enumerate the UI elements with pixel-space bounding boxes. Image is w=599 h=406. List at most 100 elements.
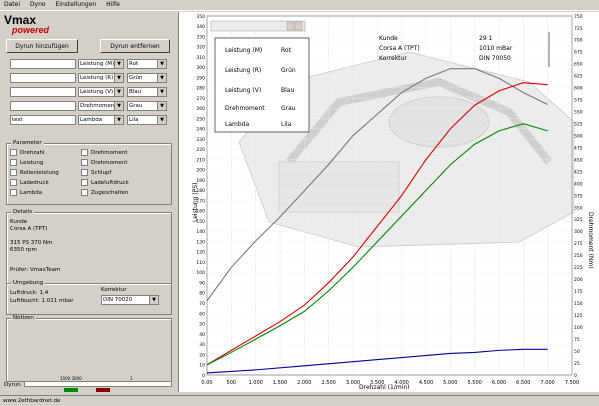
x-axis-label: Drehzahl (1/min) [359,384,410,391]
curve-color-value: Rot [129,61,139,67]
checkbox-icon[interactable] [81,189,88,196]
curve-name-input[interactable] [10,59,76,69]
curve-type-select[interactable]: Leistung (M) ▼ [78,59,124,69]
curve-name-input[interactable] [10,73,76,83]
param-checkbox[interactable]: Drehmoment [81,159,127,167]
x-tick-label: 3.500 [370,380,384,386]
y-right-tick-label: 375 [574,193,583,199]
param-checkbox[interactable]: Drehmoment [81,149,127,157]
dyrun-value: 1 [130,376,133,381]
y-left-tick-label: 130 [196,239,205,245]
curve-color-select[interactable]: Lila ▼ [127,115,167,125]
chevron-down-icon[interactable]: ▼ [114,60,123,68]
dyrun-marker-green[interactable] [64,388,78,392]
chevron-down-icon[interactable]: ▼ [149,296,158,304]
x-tick-label: 6.000 [492,380,506,386]
chevron-down-icon[interactable]: ▼ [157,60,166,68]
details-line: 315 PS 370 Nm [10,240,53,246]
torque-series [206,68,548,302]
status-bar: www.2ethbardnet.de [0,395,599,405]
curve-type-value: Drehmoment [80,103,117,109]
curve-name-input[interactable]: test [10,115,76,125]
parameter-group: Parameter Drehzahl Leistung Rollenleistu… [6,140,172,205]
curve-type-select[interactable]: Leistung (R) ▼ [78,73,124,83]
param-checkbox[interactable]: Schlupf [81,169,111,177]
y-left-tick-label: 150 [196,219,205,225]
x-tick-label: 4.500 [419,380,433,386]
correction-value: DIN 70020 [103,297,133,303]
x-tick-label: 1.000 [249,380,263,386]
param-checkbox[interactable]: Ladedruck [10,179,49,187]
y-right-tick-label: 550 [574,110,583,116]
checkbox-icon[interactable] [10,169,17,176]
menu-datei[interactable]: Datei [4,1,21,8]
checkbox-icon[interactable] [10,149,17,156]
x-tick-label: 500 [227,380,237,386]
chevron-down-icon[interactable]: ▼ [114,88,123,96]
chevron-down-icon[interactable]: ▼ [157,74,166,82]
menu-einstellungen[interactable]: Einstellungen [55,1,97,8]
curve-type-select[interactable]: Drehmoment ▼ [78,101,124,111]
legend-label: Leistung (M) [225,47,262,54]
curve-type-select[interactable]: Lambda ▼ [78,115,124,125]
chevron-down-icon[interactable]: ▼ [114,74,123,82]
checkbox-icon[interactable] [81,149,88,156]
checkbox-icon[interactable] [81,179,88,186]
param-checkbox[interactable]: Zugeschalten [81,189,128,197]
add-dyrun-button[interactable]: Dyrun hinzufügen [6,39,78,53]
y-right-tick-label: 475 [574,145,583,151]
y-right-tick-label: 175 [574,289,583,295]
y-right-tick-label: 0 [574,373,577,379]
param-checkbox[interactable]: Rollenleistung [10,169,59,177]
curve-type-value: Lambda [80,117,103,123]
checkbox-icon[interactable] [81,159,88,166]
param-checkbox[interactable]: Ladeluftdruck [81,179,129,187]
curve-color-select[interactable]: Blau ▼ [127,87,167,97]
chart-lines [206,68,548,374]
parameter-group-title: Parameter [11,140,44,147]
checkbox-icon[interactable] [81,169,88,176]
ambient-group-title: Umgebung [11,280,46,287]
curve-color-value: Grau [129,103,143,109]
curve-color-select[interactable]: Grau ▼ [127,101,167,111]
chevron-down-icon[interactable]: ▼ [157,88,166,96]
y-right-tick-label: 625 [574,74,583,80]
curve-name-input[interactable] [10,87,76,97]
param-label: Rollenleistung [20,170,59,176]
menu-dyno[interactable]: Dyno [29,1,46,8]
chevron-down-icon[interactable]: ▼ [157,102,166,110]
y-left-tick-label: 310 [196,55,205,61]
y-right-tick-label: 425 [574,169,583,175]
y-left-tick-label: 160 [196,209,205,215]
remove-dyrun-button[interactable]: Dyrun entfernen [100,39,170,53]
dyrun-scale[interactable] [24,381,172,387]
curve-type-select[interactable]: Leistung (V) ▼ [78,87,124,97]
param-label: Lambda [20,190,43,196]
curve-color-value: Grün [129,75,143,81]
y-right-tick-label: 200 [574,277,583,283]
checkbox-icon[interactable] [10,179,17,186]
chevron-down-icon[interactable]: ▼ [114,116,123,124]
chart-scrollbar[interactable] [210,20,306,32]
sidebar: Vmax powered Dyrun hinzufügen Dyrun entf… [0,11,176,392]
y-right-tick-label: 725 [574,26,583,32]
info-value: 1010 mBar [479,45,513,52]
legend-label: Drehmoment [225,105,265,112]
power-m-series [206,82,548,366]
correction-select[interactable]: DIN 70020 ▼ [101,295,159,305]
chevron-down-icon[interactable]: ▼ [157,116,166,124]
y-left-tick-label: 120 [196,250,205,256]
menu-hilfe[interactable]: Hilfe [106,1,120,8]
param-checkbox[interactable]: Leistung [10,159,43,167]
y-right-tick-label: 650 [574,62,583,68]
param-checkbox[interactable]: Drehzahl [10,149,45,157]
chevron-down-icon[interactable]: ▼ [114,102,123,110]
curve-name-input[interactable] [10,101,76,111]
checkbox-icon[interactable] [10,189,17,196]
curve-color-select[interactable]: Rot ▼ [127,59,167,69]
curve-color-select[interactable]: Grün ▼ [127,73,167,83]
param-checkbox[interactable]: Lambda [10,189,42,197]
y-left-tick-label: 110 [196,260,205,266]
checkbox-icon[interactable] [10,159,17,166]
dyrun-marker-red[interactable] [96,388,110,392]
